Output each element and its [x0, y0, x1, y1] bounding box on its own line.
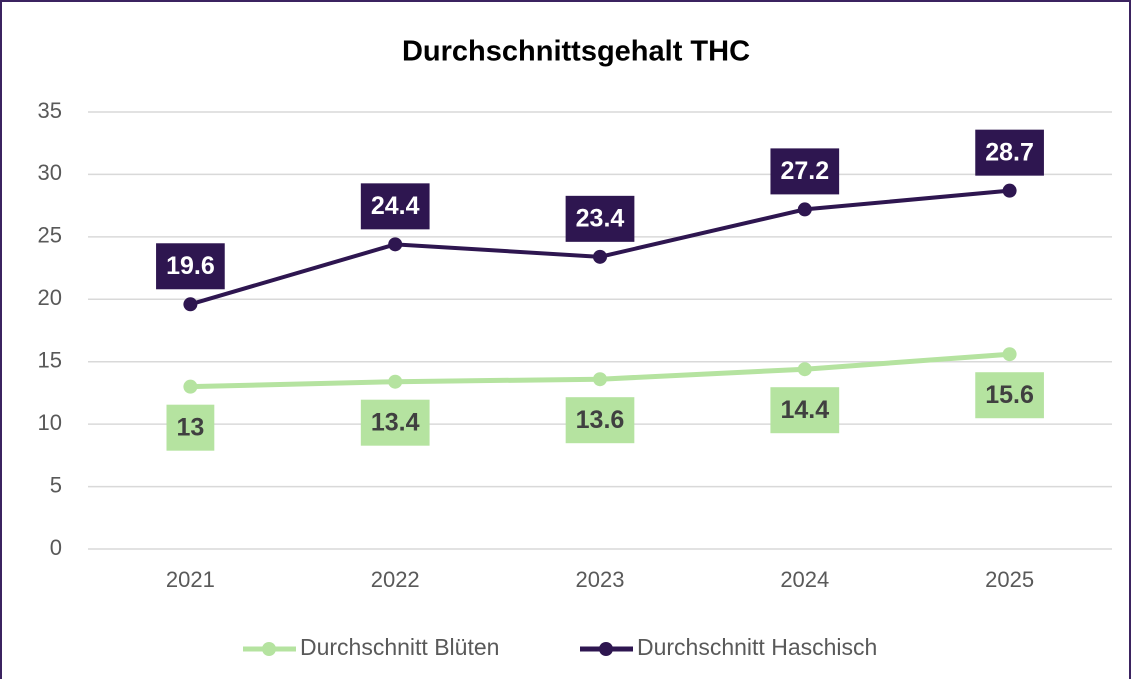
point	[797, 202, 812, 217]
point	[593, 249, 607, 264]
point	[183, 297, 198, 312]
x-tick-label: 2024	[780, 567, 829, 592]
data-label: 15.6	[985, 381, 1034, 409]
data-label-box	[565, 397, 635, 444]
point	[593, 372, 607, 387]
point	[1002, 347, 1017, 362]
data-label: 13.6	[576, 406, 625, 434]
data-label: 28.7	[985, 138, 1034, 166]
data-label-box	[565, 195, 635, 242]
legend-marker	[262, 642, 276, 656]
legend-label: Durchschnitt Blüten	[300, 634, 499, 660]
y-tick-label: 35	[38, 98, 62, 123]
y-tick-label: 5	[50, 472, 62, 497]
data-label-box	[156, 243, 225, 290]
point	[797, 362, 812, 377]
data-label: 14.4	[780, 396, 829, 424]
data-label: 19.6	[166, 252, 215, 280]
chart-title: Durchschnittsgehalt THC	[402, 36, 750, 68]
data-label: 13.4	[371, 408, 420, 436]
x-tick-label: 2025	[985, 567, 1034, 592]
y-tick-label: 0	[50, 535, 62, 560]
y-tick-label: 20	[38, 285, 62, 310]
data-label: 27.2	[780, 157, 829, 185]
legend-label: Durchschnitt Haschisch	[637, 634, 877, 660]
point	[183, 379, 198, 394]
data-label-box	[166, 404, 215, 451]
y-tick-label: 15	[38, 348, 62, 373]
data-label: 13	[176, 413, 204, 441]
data-label: 24.4	[371, 192, 420, 220]
point	[388, 237, 403, 252]
x-tick-label: 2023	[576, 567, 625, 592]
y-tick-label: 10	[38, 410, 62, 435]
data-label: 23.4	[576, 204, 625, 232]
legend-marker	[599, 642, 613, 656]
y-tick-label: 30	[38, 160, 62, 185]
point	[388, 374, 403, 389]
data-label-box	[360, 183, 430, 230]
y-tick-label: 25	[38, 223, 62, 248]
x-tick-label: 2022	[371, 567, 420, 592]
x-tick-label: 2021	[166, 567, 215, 592]
point	[1002, 183, 1017, 198]
data-label-box	[360, 399, 430, 446]
data-label-box	[770, 387, 840, 434]
data-label-box	[975, 129, 1044, 176]
data-label-box	[770, 148, 840, 195]
data-label-box	[975, 372, 1044, 419]
